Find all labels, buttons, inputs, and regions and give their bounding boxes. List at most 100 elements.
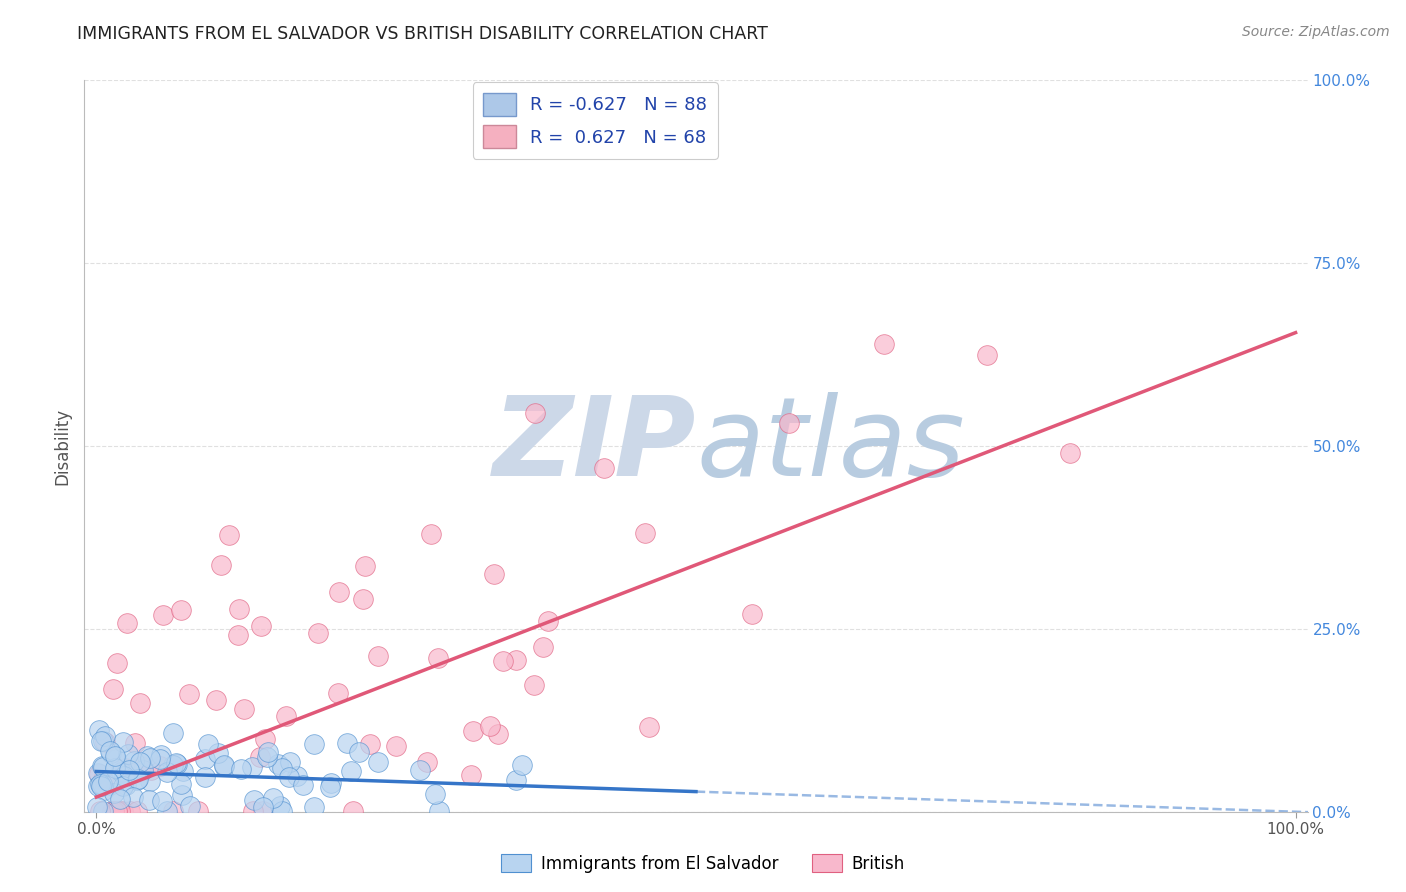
Point (302, 799, 325, 814)
Point (328, 585, 350, 599)
Point (262, 790, 284, 805)
Point (287, 769, 309, 783)
Point (524, 406, 547, 420)
Point (277, 770, 299, 784)
Point (128, 755, 150, 769)
Point (270, 761, 292, 775)
Point (162, 804, 184, 818)
Point (104, 761, 127, 775)
Point (531, 640, 554, 654)
Point (162, 726, 184, 740)
Point (136, 748, 159, 763)
Point (108, 792, 131, 806)
Point (492, 654, 515, 668)
Point (105, 804, 128, 818)
Point (212, 758, 235, 772)
Point (269, 799, 291, 814)
Point (257, 745, 280, 759)
Point (523, 677, 546, 691)
Point (207, 746, 229, 760)
Point (634, 526, 657, 541)
Text: ZIP: ZIP (492, 392, 696, 500)
Point (486, 727, 509, 741)
Point (170, 777, 193, 791)
Point (150, 794, 173, 808)
Point (170, 788, 193, 802)
Point (461, 724, 484, 739)
Point (94, 729, 117, 743)
Point (416, 755, 439, 769)
Point (194, 752, 217, 766)
Point (280, 755, 302, 769)
Point (741, 607, 763, 621)
Point (139, 751, 162, 765)
Point (89, 777, 111, 791)
Point (976, 348, 998, 362)
Point (98, 744, 121, 758)
Point (165, 756, 187, 771)
Point (873, 336, 896, 351)
Point (638, 719, 661, 733)
Legend: R = -0.627   N = 88, R =  0.627   N = 68: R = -0.627 N = 88, R = 0.627 N = 68 (472, 82, 718, 159)
Point (319, 776, 342, 790)
Point (292, 778, 315, 792)
Point (384, 739, 406, 753)
Point (197, 737, 219, 751)
Point (91, 759, 114, 773)
Point (347, 746, 370, 760)
Point (89, 766, 111, 780)
Point (101, 682, 124, 697)
Point (91, 804, 114, 818)
Point (149, 752, 172, 766)
Point (194, 770, 217, 784)
Point (118, 764, 141, 778)
Point (427, 804, 450, 818)
Point (141, 763, 163, 777)
Point (231, 762, 253, 776)
Point (127, 772, 149, 786)
Point (115, 616, 138, 631)
Point (479, 718, 502, 732)
Point (112, 804, 135, 818)
Point (172, 764, 194, 779)
Y-axis label: Disability: Disability (53, 408, 72, 484)
Point (778, 416, 800, 430)
Point (187, 804, 209, 818)
Point (124, 736, 146, 750)
Point (90, 758, 112, 772)
Point (100, 804, 122, 818)
Point (228, 601, 250, 615)
Point (86, 800, 108, 814)
Point (97, 774, 120, 789)
Point (179, 687, 201, 701)
Point (127, 804, 149, 818)
Point (91, 777, 114, 791)
Point (249, 750, 271, 764)
Point (505, 653, 527, 667)
Point (537, 614, 560, 628)
Point (117, 747, 139, 761)
Point (226, 628, 249, 642)
Point (149, 747, 172, 762)
Point (179, 798, 201, 813)
Point (328, 686, 350, 700)
Point (243, 792, 266, 806)
Point (131, 763, 153, 777)
Point (423, 787, 446, 801)
Point (212, 759, 235, 773)
Point (276, 709, 298, 723)
Point (114, 769, 136, 783)
Point (1059, 446, 1081, 460)
Point (156, 804, 179, 818)
Point (90, 780, 112, 794)
Point (170, 602, 193, 616)
Point (342, 804, 364, 818)
Point (90, 734, 112, 748)
Point (242, 804, 264, 818)
Point (307, 625, 329, 640)
Point (359, 738, 381, 752)
Point (93, 783, 115, 797)
Point (139, 774, 162, 789)
Point (204, 692, 226, 706)
Point (149, 759, 172, 773)
